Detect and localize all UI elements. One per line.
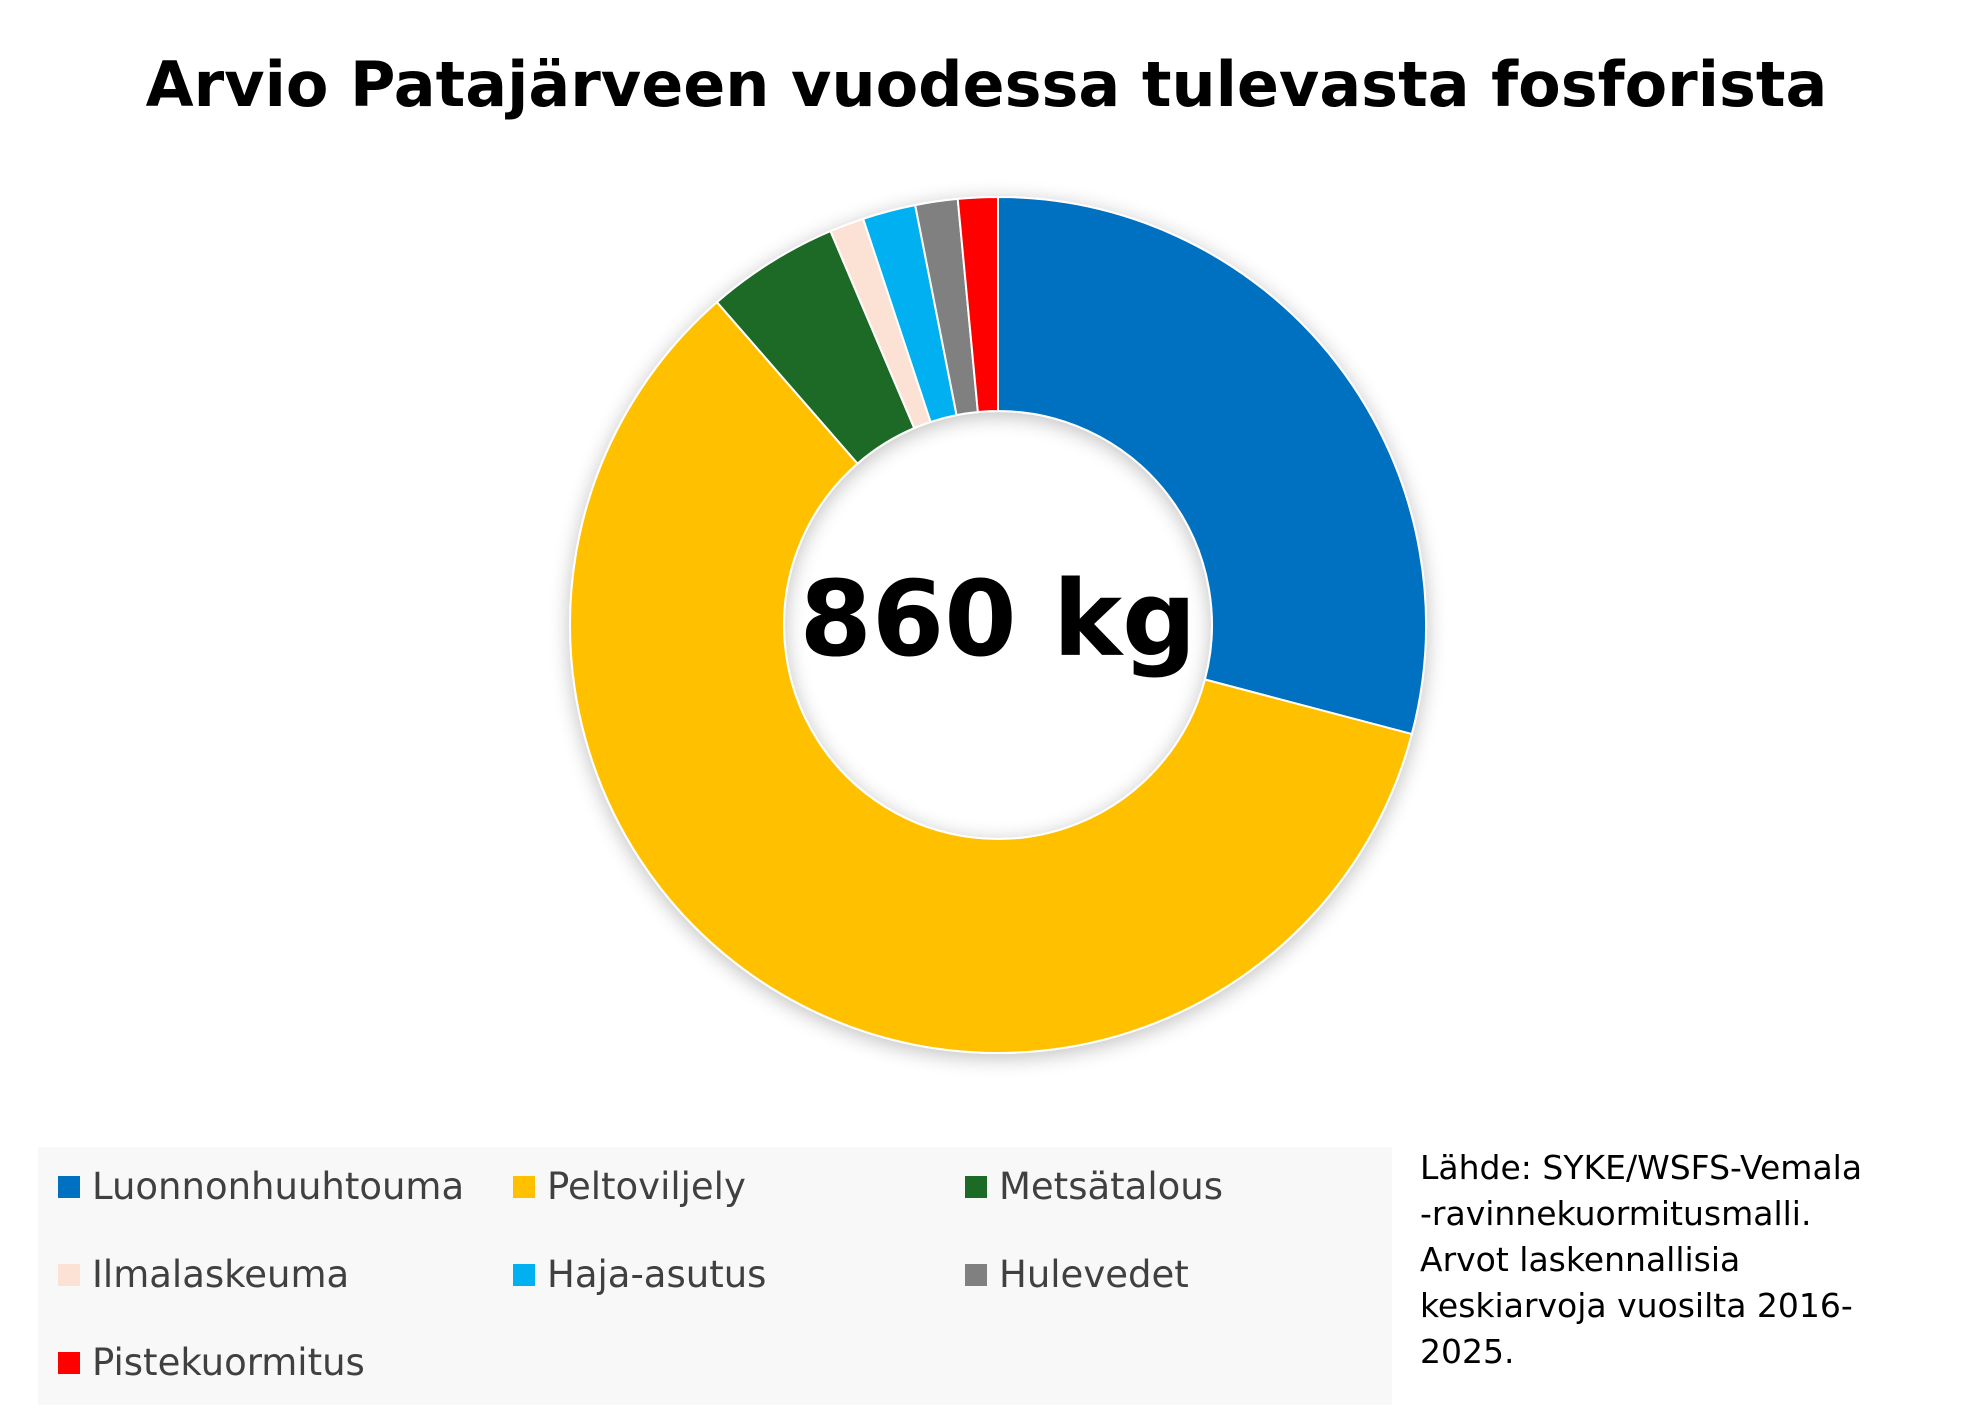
legend-label: Ilmalaskeuma (92, 1253, 350, 1296)
chart-title: Arvio Patajärveen vuodessa tulevasta fos… (145, 48, 1828, 121)
legend-swatch (58, 1263, 80, 1286)
legend-swatch (58, 1351, 80, 1374)
legend-swatch (58, 1175, 80, 1198)
legend-label: Metsätalous (999, 1165, 1223, 1208)
legend-swatch (965, 1263, 987, 1286)
legend-item: Peltoviljely (513, 1165, 746, 1208)
slice-peltoviljely (569, 300, 1414, 1054)
legend-label: Hulevedet (999, 1253, 1189, 1296)
legend-label: Peltoviljely (547, 1165, 746, 1208)
center-total-label: 860 kg (800, 558, 1197, 680)
legend-label: Pistekuormitus (92, 1341, 365, 1384)
slice-luonnonhuuhtouma (997, 195, 1427, 736)
legend-item: Metsätalous (965, 1165, 1223, 1208)
legend: Luonnonhuuhtouma Peltoviljely Metsätalous I… (38, 1147, 1392, 1405)
source-line: keskiarvoja vuosilta 2016- (1420, 1286, 1853, 1325)
legend-item: Luonnonhuuhtouma (58, 1165, 464, 1208)
source-note: Lähde: SYKE/WSFS-Vemala -ravinnekuormitu… (1420, 1145, 1940, 1375)
slice-pistekuormitus (956, 195, 999, 414)
legend-item: Haja-asutus (513, 1253, 766, 1296)
legend-swatch (513, 1175, 535, 1198)
legend-swatch (965, 1175, 987, 1198)
legend-swatch (513, 1263, 535, 1286)
legend-item: Ilmalaskeuma (58, 1253, 349, 1296)
legend-label: Haja-asutus (547, 1253, 767, 1296)
donut-chart: 860 kg (569, 195, 1427, 1054)
source-line: Arvot laskennallisia (1420, 1240, 1741, 1279)
legend-item: Hulevedet (965, 1253, 1189, 1296)
source-line: -ravinnekuormitusmalli. (1420, 1194, 1812, 1233)
legend-label: Luonnonhuuhtouma (92, 1165, 465, 1208)
source-line: Lähde: SYKE/WSFS-Vemala (1420, 1148, 1863, 1187)
source-line: 2025. (1420, 1332, 1515, 1371)
legend-item: Pistekuormitus (58, 1341, 365, 1384)
